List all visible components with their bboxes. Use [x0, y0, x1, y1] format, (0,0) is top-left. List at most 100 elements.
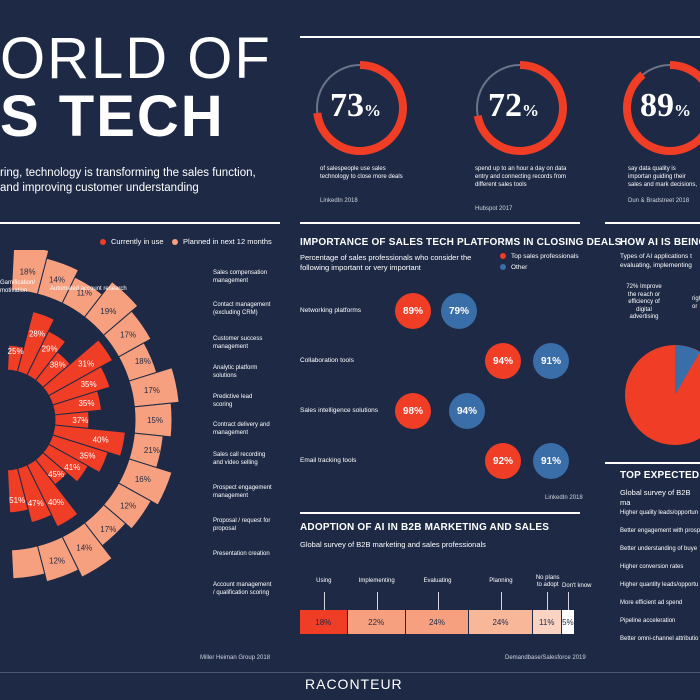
platform-top-bubble: 94% [485, 343, 521, 379]
adoption-segment: 24% [469, 610, 533, 634]
benefit-item: Better understanding of buye [620, 546, 698, 552]
stat-text-1: of salespeople use sales technology to c… [320, 166, 403, 180]
radial-label-right: Sales call recording and video selling [213, 452, 266, 466]
platform-other-bubble: 94% [449, 393, 485, 429]
intro-line-2: and improving customer understanding [0, 182, 199, 194]
stat-ring-1 [313, 61, 407, 155]
adoption-subtitle: Global survey of B2B marketing and sales… [300, 540, 486, 549]
legend-other-dot [500, 264, 506, 271]
radial-outer-value: 11% [77, 289, 92, 298]
adoption-bar: 18% 22% 24% 24% 11% 5% [300, 610, 575, 634]
radial-label-right: Presentation creation [213, 551, 270, 557]
ai-pie-label: 72% Improve the reach or efficiency of d… [626, 284, 662, 320]
legend-planned-dot [172, 239, 178, 246]
adoption-label: Evaluating [423, 578, 452, 584]
radial-label-right: Contract delivery and management [213, 422, 270, 436]
radial-label-automated: Automated account research [50, 286, 127, 292]
platform-top-bubble: 92% [485, 443, 521, 479]
radial-label-right: Contact management (excluding CRM) [213, 302, 271, 316]
brand-logo: RACONTEUR [305, 676, 403, 692]
header-divider [300, 36, 700, 38]
adoption-label: Using [316, 578, 332, 584]
radial-outer-value: 12% [120, 502, 136, 511]
radial-inner-value: 31% [78, 360, 94, 369]
radial-inner-value: 47% [28, 499, 44, 508]
radial-outer-value: 16% [135, 475, 151, 484]
platform-label: Email tracking tools [300, 457, 357, 464]
radial-label-right: Analytic platform solutions [213, 365, 258, 379]
left-divider [0, 222, 280, 224]
radial-label-right: Prospect engagement management [213, 485, 272, 499]
stat-value-1: 73% [330, 87, 381, 124]
radial-source: Miller Heiman Group 2018 [200, 655, 271, 661]
title-line-2: S TECH [0, 84, 225, 149]
ai-usage-title: HOW AI IS BEING USI [620, 237, 700, 248]
footer-line [0, 672, 700, 673]
radial-outer-value: 18% [135, 357, 151, 366]
adoption-segment: 18% [300, 610, 348, 634]
benefit-item: Pipeline acceleration [620, 618, 676, 624]
radial-outer-segment [10, 545, 46, 580]
adoption-leader-line [437, 592, 439, 610]
adoption-leader-line [568, 592, 570, 610]
stat-source-3: Dun & Bradstreet 2018 [628, 198, 690, 204]
stat-text-2: spend up to an hour a day on data entry … [475, 166, 567, 188]
radial-outer-value: 19% [100, 307, 116, 316]
benefit-item: Better engagement with prosp [620, 528, 700, 534]
radial-outer-value: 12% [49, 557, 65, 566]
stat-source-2: Hubspot 2017 [475, 206, 513, 212]
stat-value-2: 72% [488, 87, 539, 124]
radial-label-right: Account management / qualification scori… [213, 582, 272, 596]
mid-divider [300, 222, 580, 224]
stat-source-1: LinkedIn 2018 [320, 198, 358, 204]
ai-right-label: righ or [692, 296, 700, 310]
ai-usage-subtitle: Types of AI applications t evaluating, i… [620, 253, 692, 269]
benefits-subtitle: Global survey of B2B ma [620, 488, 691, 507]
radial-inner-value: 25% [8, 347, 24, 356]
benefit-item: Higher conversion rates [620, 564, 684, 570]
adoption-segment: 5% [561, 610, 575, 634]
adoption-label: Don't know [562, 583, 592, 589]
radial-inner-value: 45% [48, 470, 64, 479]
platform-other-bubble: 79% [441, 293, 477, 329]
radial-inner-value: 38% [50, 360, 66, 369]
radial-chart: 18% 14% 11% 19% 17% 18% 17% 15% 21% 16% 12% 17% 14% 1… [6, 250, 180, 583]
platform-label: Networking platforms [300, 307, 362, 314]
adoption-label: No plans to adopt [535, 575, 560, 588]
platforms-title: IMPORTANCE OF SALES TECH PLATFORMS IN CL… [300, 237, 622, 248]
adoption-title: ADOPTION OF AI IN B2B MARKETING AND SALE… [300, 522, 550, 533]
radial-inner-value: 40% [93, 436, 109, 445]
radial-inner-value: 37% [72, 416, 88, 425]
legend-other: Other [500, 263, 527, 273]
radial-inner-value: 35% [80, 451, 96, 460]
radial-label-right: Sales compensation management [213, 270, 268, 284]
radial-outer-value: 17% [144, 386, 160, 395]
benefit-item: More efficient ad spend [620, 600, 683, 606]
platform-other-bubble: 91% [533, 343, 569, 379]
radial-inner-value: 35% [81, 380, 97, 389]
radial-inner-value: 51% [9, 496, 25, 505]
ai-pie [625, 345, 700, 445]
platform-label: Collaboration tools [300, 357, 354, 364]
adoption-leader-line [547, 592, 549, 610]
adoption-leader-line [500, 592, 502, 610]
benefit-item: Better omni-channel attributio [620, 636, 699, 642]
platforms-subtitle: Percentage of sales professionals who co… [300, 253, 472, 272]
benefits-title: TOP EXPECTED BENE [620, 470, 700, 481]
radial-label-right: Proposal / request for proposal [213, 518, 271, 532]
adoption-segment: 22% [347, 610, 406, 634]
radial-outer-value: 21% [144, 446, 160, 455]
legend-current: Currently in use [100, 237, 164, 247]
legend-top-dot [500, 253, 506, 260]
intro-line-1: ring, technology is transforming the sal… [0, 167, 256, 179]
legend-top-sales: Top sales professionals [500, 252, 579, 262]
platform-top-bubble: 98% [395, 393, 431, 429]
adoption-leader-line [323, 592, 325, 610]
radial-label-gamification: Gamification/ motivation [0, 280, 36, 294]
radial-label-right: Predictive lead scoring [213, 394, 253, 408]
adoption-segment: 24% [405, 610, 470, 634]
platforms-source: LinkedIn 2018 [545, 495, 583, 501]
radial-inner-segment [6, 467, 29, 514]
radial-inner-value: 35% [78, 399, 94, 408]
platform-top-bubble: 89% [395, 293, 431, 329]
